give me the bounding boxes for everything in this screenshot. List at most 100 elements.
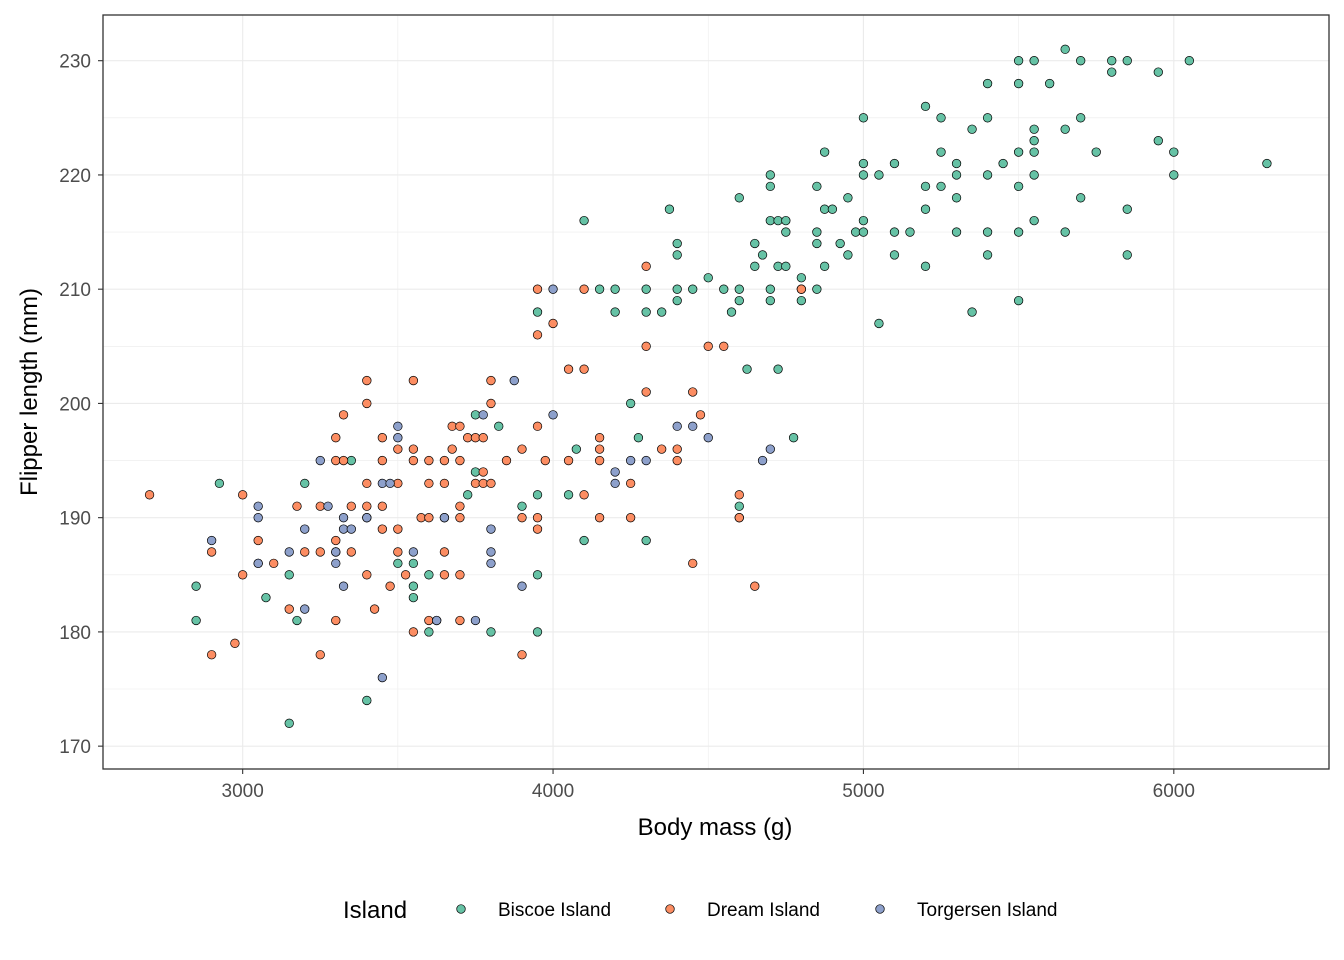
- scatter-point: [1076, 56, 1086, 66]
- scatter-point: [982, 250, 993, 260]
- scatter-point: [641, 455, 651, 466]
- scatter-point: [734, 284, 744, 294]
- scatter-point: [757, 455, 768, 466]
- scatter-point: [1169, 147, 1179, 157]
- scatter-point: [920, 181, 931, 192]
- scatter-point: [315, 455, 325, 466]
- scatter-point: [331, 547, 341, 557]
- scatter-point: [874, 318, 884, 329]
- scatter-point: [532, 627, 543, 637]
- legend-label: Torgersen Island: [917, 900, 1057, 921]
- scatter-point: [331, 558, 341, 569]
- scatter-point: [641, 341, 651, 351]
- y-axis-title: Flipper length (mm): [16, 288, 43, 496]
- scatter-point: [672, 284, 682, 294]
- scatter-point: [672, 250, 682, 260]
- scatter-point: [594, 455, 605, 466]
- scatter-point: [478, 478, 488, 489]
- scatter-point: [331, 455, 341, 466]
- scatter-point: [773, 215, 783, 226]
- scatter-point: [625, 455, 636, 466]
- scatter-point: [300, 604, 310, 614]
- scatter-point: [408, 558, 419, 569]
- scatter-point: [1169, 170, 1179, 180]
- scatter-point: [688, 558, 698, 569]
- legend-key: [875, 904, 885, 914]
- scatter-point: [563, 455, 574, 466]
- scatter-point: [292, 501, 302, 511]
- scatter-point: [478, 433, 488, 443]
- scatter-point: [858, 215, 869, 226]
- scatter-point: [439, 478, 450, 489]
- scatter-point: [812, 284, 822, 294]
- scatter-point: [416, 513, 426, 523]
- scatter-point: [703, 433, 713, 443]
- scatter-point: [284, 718, 294, 728]
- scatter-point: [657, 307, 667, 317]
- scatter-point: [144, 490, 155, 500]
- y-tick-label: 190: [59, 509, 91, 530]
- scatter-point: [393, 524, 403, 534]
- series-torgersen-island: [206, 284, 775, 683]
- scatter-point: [695, 410, 706, 420]
- legend-key: [665, 904, 675, 914]
- scatter-point: [610, 307, 620, 317]
- scatter-point: [214, 478, 225, 489]
- scatter-point: [300, 547, 310, 557]
- scatter-point: [424, 455, 434, 466]
- scatter-point: [1029, 56, 1039, 66]
- scatter-point: [641, 261, 651, 271]
- scatter-point: [362, 695, 372, 706]
- scatter-point: [494, 421, 504, 431]
- scatter-point: [509, 375, 519, 386]
- scatter-point: [532, 421, 543, 431]
- scatter-point: [781, 261, 791, 271]
- scatter-point: [362, 478, 372, 489]
- scatter-point: [773, 261, 783, 271]
- legend-title: Island: [343, 897, 407, 924]
- scatter-point: [470, 433, 481, 443]
- scatter-point: [486, 398, 496, 409]
- scatter-point: [455, 421, 465, 431]
- scatter-point: [206, 547, 217, 557]
- scatter-point: [1262, 158, 1272, 169]
- scatter-point: [439, 455, 450, 466]
- scatter-point: [1076, 193, 1086, 203]
- scatter-point: [982, 227, 993, 237]
- scatter-point: [1107, 56, 1117, 66]
- scatter-point: [548, 410, 558, 420]
- scatter-point: [571, 444, 581, 454]
- scatter-point: [672, 421, 682, 431]
- scatter-point: [1122, 250, 1132, 260]
- scatter-point: [470, 410, 481, 420]
- scatter-point: [889, 227, 900, 237]
- scatter-point: [951, 158, 962, 169]
- scatter-point: [1184, 56, 1194, 66]
- scatter-point: [230, 638, 240, 648]
- x-axis-title: Body mass (g): [638, 814, 793, 841]
- scatter-point: [594, 513, 605, 523]
- scatter-point: [967, 124, 977, 134]
- scatter-point: [951, 227, 962, 237]
- scatter-point: [455, 513, 465, 523]
- scatter-point: [641, 535, 651, 546]
- scatter-point: [734, 193, 744, 203]
- scatter-point: [377, 478, 387, 489]
- y-tick-label: 170: [59, 737, 91, 758]
- scatter-point: [703, 273, 713, 283]
- scatter-point: [688, 421, 698, 431]
- scatter-point: [486, 627, 496, 637]
- grid: [103, 15, 1330, 769]
- scatter-point: [191, 581, 201, 591]
- scatter-point: [238, 570, 248, 580]
- scatter-point: [641, 387, 651, 397]
- scatter-point: [424, 478, 434, 489]
- scatter-point: [982, 78, 993, 89]
- scatter-point: [463, 433, 473, 443]
- scatter-point: [338, 513, 349, 523]
- scatter-point: [734, 490, 744, 500]
- scatter-point: [1107, 67, 1117, 77]
- scatter-point: [672, 455, 682, 466]
- scatter-point: [315, 650, 325, 660]
- scatter-point: [1122, 204, 1132, 214]
